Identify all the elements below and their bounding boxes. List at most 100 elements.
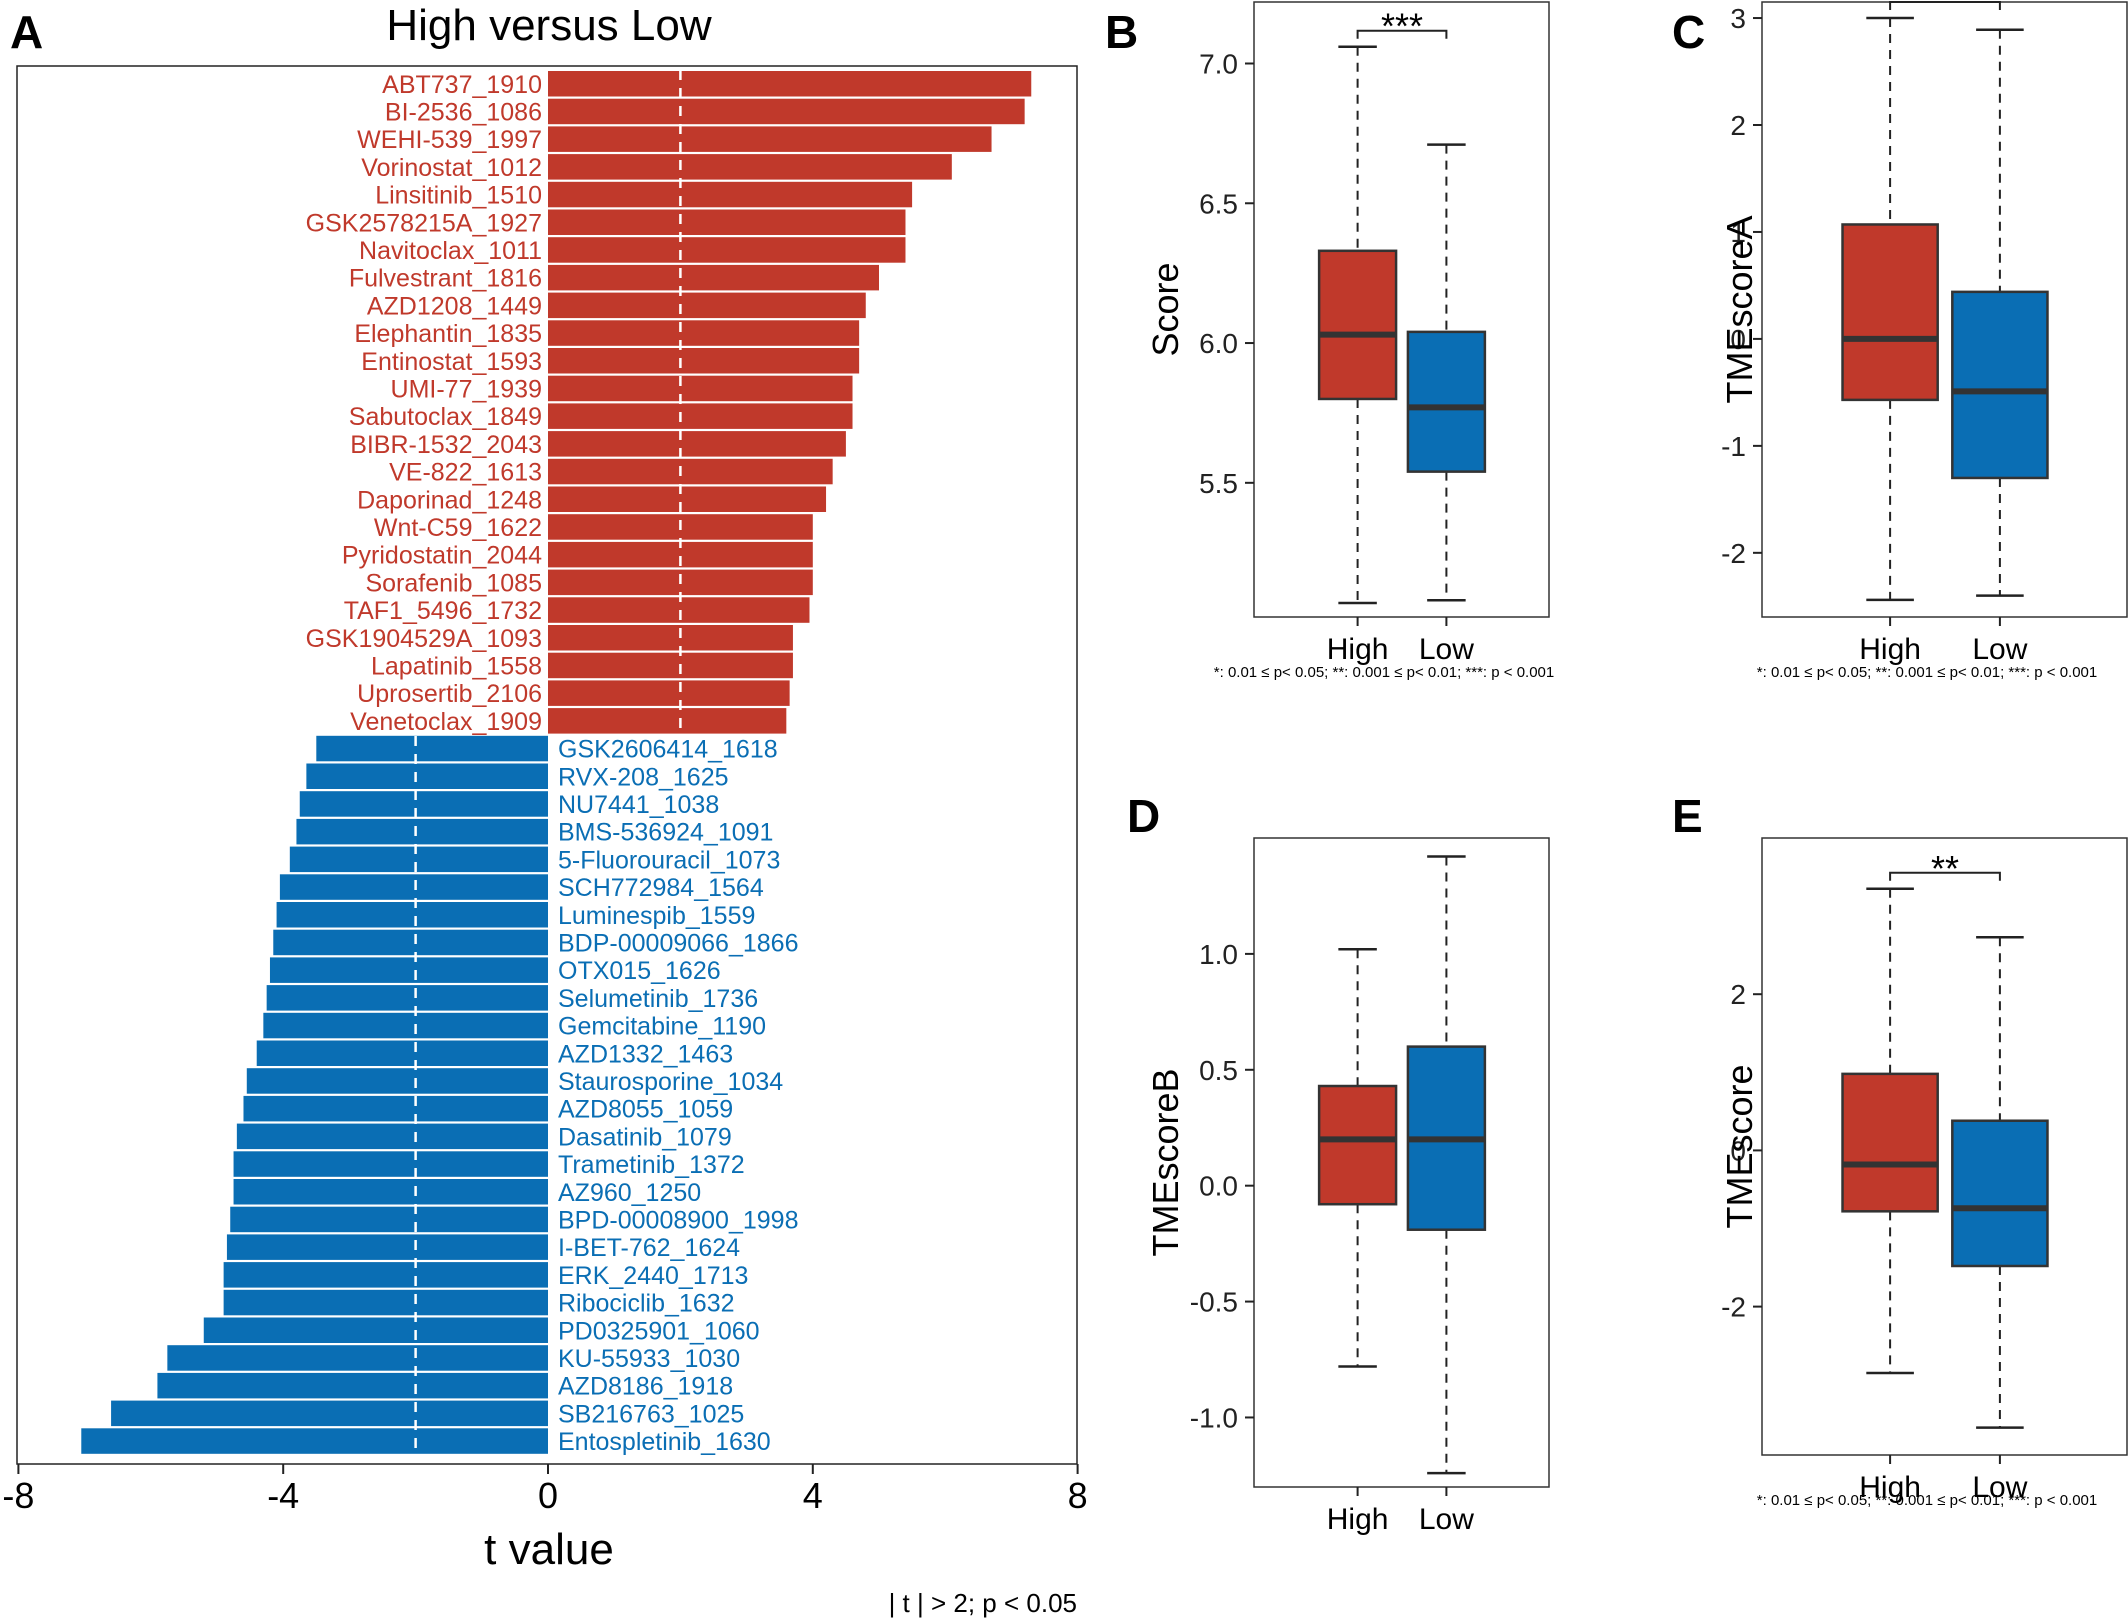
- panel-c: C -2 -1 0 1 2 3 TMEscoreA High Low *** *: 0.01 ≤ p…: [1672, 0, 2128, 681]
- y-axis-label: Score: [1145, 262, 1186, 356]
- x-tick-label-0: High: [1327, 633, 1389, 666]
- bar-19: [548, 597, 810, 623]
- bar-49: [81, 1428, 548, 1454]
- category-label-33: Selumetinib_1736: [558, 985, 758, 1013]
- bar-9: [548, 320, 860, 346]
- panel-b: B 5.5 6.0 6.5 7.0 Score High Low *** *: 0.01 ≤ p…: [1105, 1, 1554, 681]
- category-label-22: Uprosertib_2106: [357, 680, 542, 708]
- x-tick-label-2: 0: [538, 1475, 558, 1516]
- bar-31: [273, 929, 548, 956]
- y-tick-label-0: -2: [1721, 538, 1746, 569]
- significance-bracket: [1889, 1, 2001, 11]
- category-label-6: Navitoclax_1011: [359, 237, 542, 265]
- box-high: [1841, 16, 1939, 602]
- iqr-box-0: [1841, 223, 1939, 402]
- bar-1: [548, 98, 1025, 125]
- category-label-37: AZD8055_1059: [558, 1096, 733, 1124]
- y-tick-label-0: 5.5: [1199, 468, 1238, 499]
- x-axis-label: t value: [484, 1525, 614, 1574]
- chart-title: High versus Low: [386, 1, 711, 50]
- bar-47: [157, 1372, 549, 1399]
- bar-42: [226, 1234, 548, 1260]
- category-label-15: Daporinad_1248: [357, 486, 542, 514]
- category-label-14: VE-822_1613: [389, 459, 542, 487]
- category-label-27: BMS-536924_1091: [558, 819, 773, 847]
- plot-frame: [1253, 837, 1550, 1488]
- significance-bracket: [1356, 29, 1448, 39]
- y-tick-label-1: -0.5: [1190, 1287, 1238, 1318]
- category-label-44: Ribociclib_1632: [558, 1290, 735, 1318]
- bar-43: [223, 1262, 548, 1288]
- box-low: [1951, 28, 2049, 597]
- category-label-9: Elephantin_1835: [354, 320, 542, 348]
- box-low: [1406, 855, 1487, 1475]
- category-label-47: AZD8186_1918: [558, 1373, 733, 1401]
- bar-22: [548, 680, 790, 706]
- category-label-45: PD0325901_1060: [558, 1317, 760, 1345]
- x-tick-label-0: -8: [2, 1475, 34, 1516]
- iqr-box-1: [1951, 1119, 2049, 1268]
- bar-6: [548, 237, 906, 263]
- y-axis-label: TMEscoreA: [1719, 215, 1760, 403]
- bar-12: [548, 403, 853, 429]
- panel-letter-a: A: [10, 6, 43, 58]
- x-tick-label-3: 4: [803, 1475, 823, 1516]
- category-label-39: Trametinib_1372: [558, 1151, 745, 1179]
- bar-25: [306, 763, 548, 789]
- y-tick-label-0: -2: [1721, 1292, 1746, 1323]
- category-label-0: ABT737_1910: [382, 71, 542, 99]
- category-label-34: Gemcitabine_1190: [558, 1013, 766, 1041]
- category-label-20: GSK1904529A_1093: [306, 625, 542, 653]
- iqr-box-1: [1406, 330, 1487, 473]
- bar-45: [203, 1317, 548, 1343]
- box-low: [1951, 935, 2049, 1429]
- category-label-48: SB216763_1025: [558, 1400, 744, 1428]
- bar-39: [233, 1151, 549, 1177]
- threshold-footnote: | t | > 2; p < 0.05: [889, 1588, 1077, 1618]
- panel-letter-c: C: [1672, 6, 1705, 58]
- category-label-29: SCH772984_1564: [558, 874, 764, 902]
- bar-5: [548, 209, 906, 235]
- y-tick-label-4: 2: [1730, 110, 1746, 141]
- significance-footnote: *: 0.01 ≤ p< 0.05; **: 0.001 ≤ p< 0.01; …: [1757, 1492, 2097, 1509]
- category-label-16: Wnt-C59_1622: [374, 514, 542, 542]
- category-label-32: OTX015_1626: [558, 957, 721, 985]
- category-label-4: Linsitinib_1510: [375, 182, 542, 210]
- category-label-7: Fulvestrant_1816: [349, 265, 542, 293]
- y-tick-label-3: 0.5: [1199, 1055, 1238, 1086]
- category-label-43: ERK_2440_1713: [558, 1262, 748, 1290]
- bar-4: [548, 181, 913, 208]
- significance-stars: **: [1931, 848, 1959, 889]
- category-label-40: AZ960_1250: [558, 1179, 701, 1207]
- x-tick-label-1: -4: [267, 1475, 299, 1516]
- category-label-10: Entinostat_1593: [361, 348, 542, 376]
- category-label-35: AZD1332_1463: [558, 1040, 733, 1068]
- category-label-3: Vorinostat_1012: [361, 154, 542, 182]
- plot-frame: [1761, 837, 2128, 1456]
- bar-10: [548, 348, 860, 374]
- bar-14: [548, 458, 833, 485]
- bar-32: [269, 957, 548, 983]
- y-tick-label-1: 0: [1730, 1135, 1746, 1166]
- bar-8: [548, 292, 866, 319]
- bar-46: [167, 1345, 548, 1371]
- x-tick-label-4: 8: [1068, 1475, 1088, 1516]
- y-tick-label-2: 0: [1730, 324, 1746, 355]
- category-label-30: Luminespib_1559: [558, 902, 755, 930]
- category-label-19: TAF1_5496_1732: [344, 597, 542, 625]
- bar-13: [548, 431, 846, 457]
- bars-group: [81, 70, 1032, 1460]
- category-label-2: WEHI-539_1997: [357, 126, 542, 154]
- iqr-box-0: [1841, 1072, 1939, 1213]
- y-tick-label-2: 0.0: [1199, 1171, 1238, 1202]
- y-tick-label-0: -1.0: [1190, 1402, 1238, 1433]
- x-axis: -8 -4 0 4 8: [2, 1464, 1088, 1516]
- iqr-box-1: [1951, 290, 2049, 480]
- box-high: [1317, 948, 1398, 1368]
- category-label-42: I-BET-762_1624: [558, 1234, 740, 1262]
- iqr-box-0: [1317, 249, 1398, 401]
- box-high: [1317, 45, 1398, 605]
- category-label-24: GSK2606414_1618: [558, 736, 778, 764]
- bar-11: [548, 375, 853, 402]
